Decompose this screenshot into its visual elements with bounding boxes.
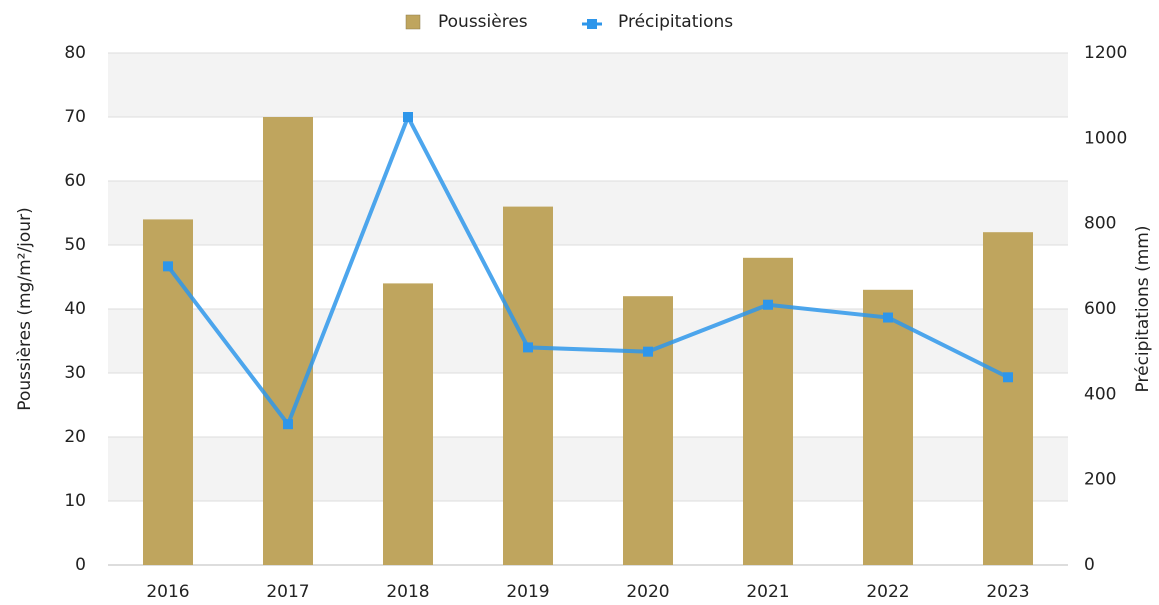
point — [643, 346, 653, 357]
y-tick-label: 80 — [64, 43, 86, 63]
y2-tick-label: 400 — [1084, 384, 1116, 404]
bar — [863, 289, 913, 565]
y2-tick-label: 1000 — [1084, 128, 1127, 148]
y2-axis-title: Précipitations (mm) — [1133, 226, 1153, 393]
x-tick-label: 2023 — [986, 582, 1029, 602]
x-tick-label: 2018 — [386, 582, 429, 602]
bar — [623, 296, 673, 565]
y2-tick-label: 600 — [1084, 299, 1116, 319]
y2-tick-label: 1200 — [1084, 43, 1127, 63]
y-tick-label: 0 — [75, 555, 86, 575]
point — [883, 312, 893, 323]
x-tick-label: 2022 — [866, 582, 909, 602]
band — [108, 437, 1068, 501]
y-tick-label: 10 — [64, 491, 86, 511]
x-tick-label: 2016 — [146, 582, 189, 602]
bar — [503, 206, 553, 565]
bar — [383, 283, 433, 565]
y2-tick-label: 0 — [1084, 555, 1095, 575]
y-tick-label: 30 — [64, 363, 86, 383]
y-tick-label: 70 — [64, 107, 86, 127]
y-axis-title: Poussières (mg/m²/jour) — [15, 207, 35, 410]
bar — [263, 117, 313, 565]
y2-tick-label: 800 — [1084, 214, 1116, 234]
point — [763, 299, 773, 310]
legend-label: Poussières — [438, 12, 528, 32]
x-tick-label: 2021 — [746, 582, 789, 602]
x-tick-label: 2020 — [626, 582, 669, 602]
point — [403, 112, 413, 122]
legend-swatch — [405, 14, 421, 30]
y-tick-label: 20 — [64, 427, 86, 447]
line — [166, 112, 1009, 429]
band — [108, 309, 1068, 373]
y-tick-label: 50 — [64, 235, 86, 255]
bar — [143, 219, 193, 565]
point — [1003, 372, 1013, 383]
bar — [983, 232, 1033, 565]
point — [163, 261, 173, 272]
y-tick-label: 40 — [64, 299, 86, 319]
y-tick-label: 60 — [64, 171, 86, 191]
legend-label: Précipitations — [618, 12, 733, 32]
y2-tick-label: 200 — [1084, 470, 1116, 490]
point — [283, 419, 293, 430]
point — [523, 342, 533, 353]
x-tick-label: 2019 — [506, 582, 549, 602]
legend-swatch — [587, 19, 597, 29]
x-tick-label: 2017 — [266, 582, 309, 602]
band — [108, 53, 1068, 117]
band — [108, 181, 1068, 245]
